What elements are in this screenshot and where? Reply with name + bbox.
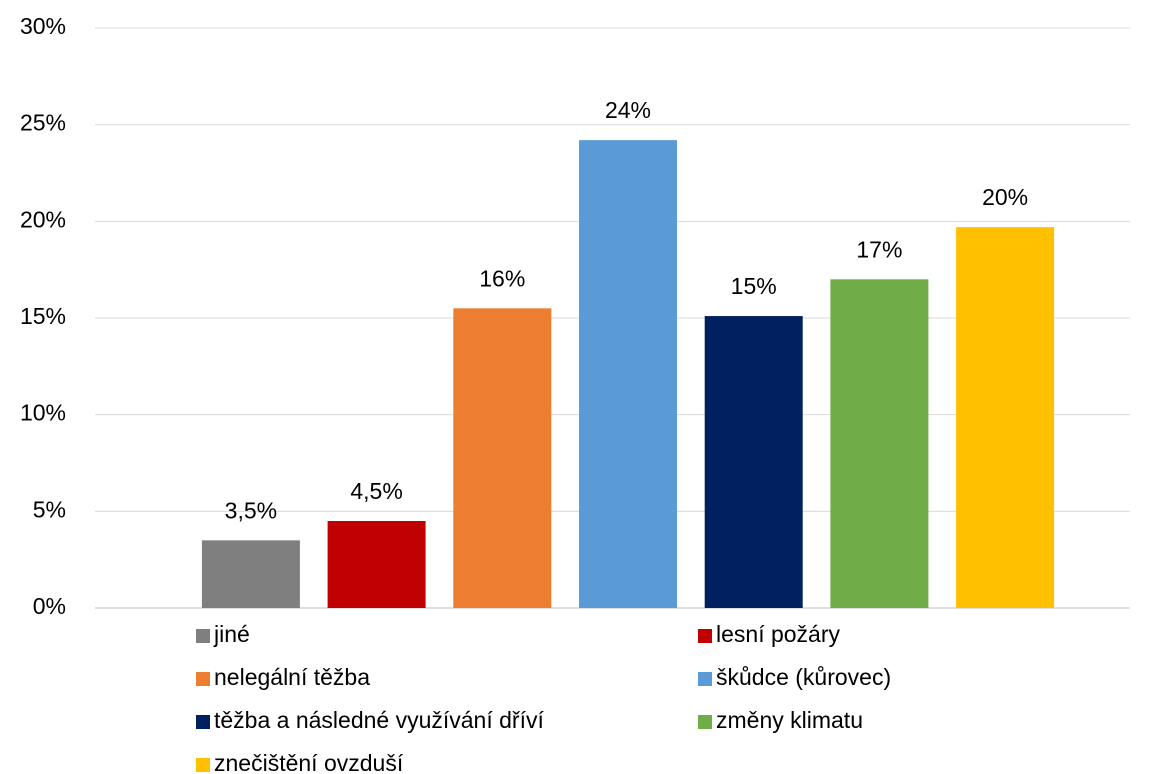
legend-label: znečištění ovzduší [214, 750, 404, 774]
y-tick-label: 25% [20, 110, 66, 136]
value-label: 16% [479, 265, 525, 291]
bar [201, 540, 300, 608]
legend-swatch [698, 629, 712, 643]
legend-label: škůdce (kůrovec) [716, 664, 891, 690]
legend-label: jiné [213, 621, 250, 647]
value-label: 17% [856, 236, 902, 262]
legend-label: nelegální těžba [214, 664, 370, 690]
bar [956, 227, 1055, 608]
legend-label: těžba a následné využívání dříví [214, 707, 544, 733]
y-tick-label: 20% [20, 206, 66, 232]
legend-swatch [196, 629, 210, 643]
y-tick-label: 30% [20, 13, 66, 39]
bar [327, 521, 426, 608]
y-tick-label: 15% [20, 303, 66, 329]
legend-swatch [196, 672, 210, 686]
legend-label: lesní požáry [716, 621, 841, 647]
bar [453, 308, 552, 608]
y-tick-label: 0% [33, 593, 66, 619]
legend-swatch [698, 715, 712, 729]
legend-swatch [698, 672, 712, 686]
legend-swatch [196, 715, 210, 729]
value-label: 15% [731, 273, 777, 299]
value-label: 24% [605, 97, 651, 123]
bar [579, 140, 677, 608]
legend-swatch [196, 758, 210, 772]
value-label: 3,5% [225, 497, 277, 523]
y-tick-label: 5% [33, 496, 66, 522]
bar [704, 316, 803, 608]
value-label: 20% [982, 184, 1028, 210]
value-label: 4,5% [350, 478, 402, 504]
bar [830, 279, 929, 608]
legend-label: změny klimatu [716, 707, 863, 733]
y-tick-label: 10% [20, 400, 66, 426]
